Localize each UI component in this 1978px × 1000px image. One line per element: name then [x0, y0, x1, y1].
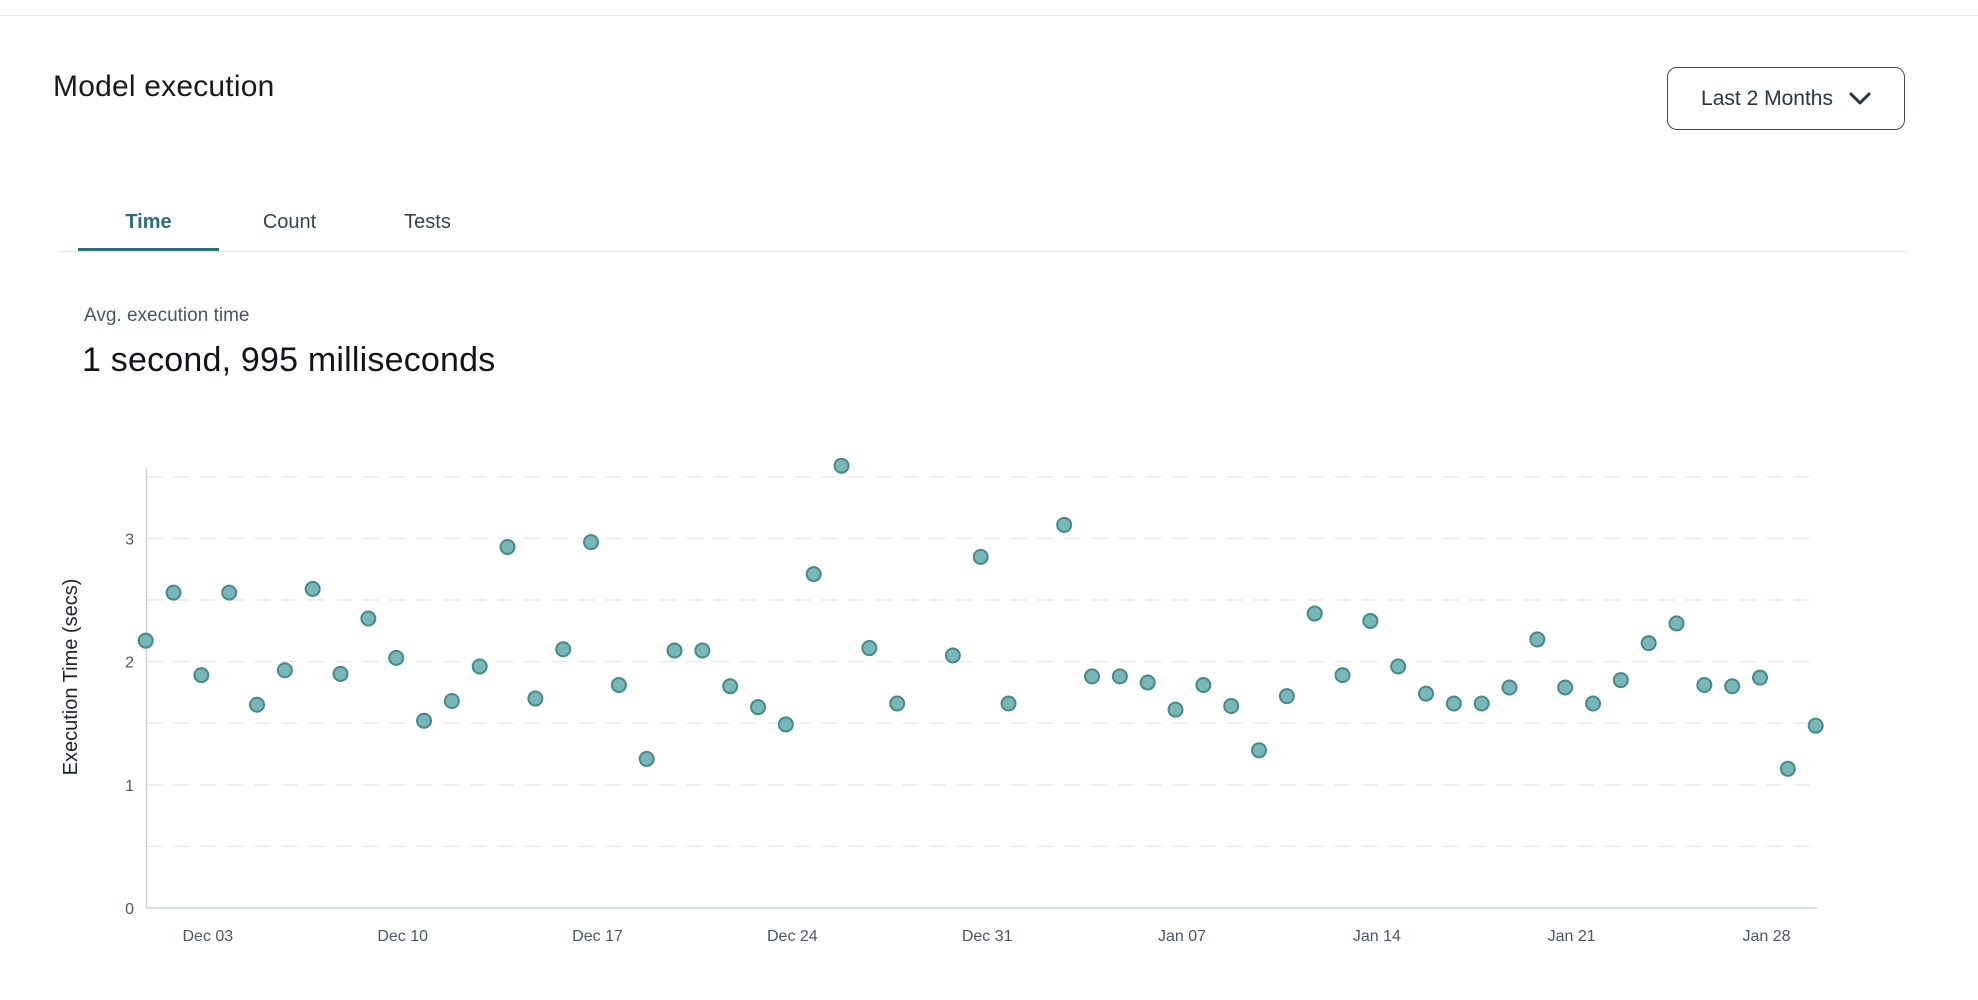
- x-tick-label: Dec 03: [183, 928, 234, 945]
- x-tick-label: Dec 24: [767, 928, 818, 945]
- data-point[interactable]: [1306, 605, 1323, 622]
- data-point[interactable]: [1390, 658, 1407, 675]
- data-point[interactable]: [1529, 631, 1546, 648]
- data-point[interactable]: [555, 641, 572, 658]
- data-point[interactable]: [610, 677, 627, 694]
- data-point[interactable]: [499, 539, 516, 556]
- data-point[interactable]: [276, 662, 293, 679]
- data-point[interactable]: [972, 548, 989, 565]
- data-point[interactable]: [443, 693, 460, 710]
- data-point[interactable]: [1084, 668, 1101, 685]
- chevron-down-icon: [1849, 92, 1871, 105]
- data-point[interactable]: [1251, 742, 1268, 759]
- data-point[interactable]: [694, 642, 711, 659]
- data-point[interactable]: [1473, 695, 1490, 712]
- data-point[interactable]: [889, 695, 906, 712]
- data-point[interactable]: [1640, 635, 1657, 652]
- data-point[interactable]: [861, 640, 878, 657]
- x-tick-label: Jan 07: [1158, 928, 1206, 945]
- data-point[interactable]: [777, 716, 794, 733]
- data-point[interactable]: [1445, 695, 1462, 712]
- data-point[interactable]: [416, 712, 433, 729]
- data-point[interactable]: [666, 642, 683, 659]
- x-tick-label: Jan 21: [1548, 928, 1596, 945]
- data-point[interactable]: [1334, 667, 1351, 684]
- data-point[interactable]: [1056, 516, 1073, 533]
- data-point[interactable]: [750, 699, 767, 716]
- data-point[interactable]: [583, 534, 600, 551]
- x-tick-label: Dec 31: [962, 928, 1013, 945]
- data-point[interactable]: [1139, 674, 1156, 691]
- tab-bar: Time Count Tests: [78, 196, 495, 248]
- data-point[interactable]: [332, 665, 349, 682]
- data-point[interactable]: [1612, 672, 1629, 689]
- active-tab-indicator: [78, 248, 219, 252]
- x-tick-label: Jan 28: [1742, 928, 1790, 945]
- data-point[interactable]: [1501, 679, 1518, 696]
- y-tick-label: 2: [125, 655, 134, 672]
- data-point[interactable]: [944, 647, 961, 664]
- data-point[interactable]: [1362, 612, 1379, 629]
- tab-tests[interactable]: Tests: [404, 210, 451, 233]
- data-point[interactable]: [1000, 695, 1017, 712]
- data-point[interactable]: [638, 750, 655, 767]
- y-tick-label: 0: [125, 901, 134, 918]
- data-point[interactable]: [1696, 677, 1713, 694]
- stat-label: Avg. execution time: [84, 305, 250, 326]
- data-point[interactable]: [527, 690, 544, 707]
- tab-time[interactable]: Time: [125, 210, 172, 233]
- data-point[interactable]: [1779, 760, 1796, 777]
- data-point[interactable]: [1111, 668, 1128, 685]
- y-axis-title: Execution Time (secs): [60, 579, 82, 776]
- x-tick-label: Dec 10: [377, 928, 428, 945]
- y-tick-label: 3: [125, 531, 134, 548]
- date-range-dropdown[interactable]: Last 2 Months: [1667, 67, 1905, 130]
- data-point[interactable]: [165, 584, 182, 601]
- tabs-divider: [60, 251, 1907, 252]
- data-point[interactable]: [1585, 695, 1602, 712]
- data-point[interactable]: [1807, 717, 1824, 734]
- data-point[interactable]: [471, 658, 488, 675]
- data-point[interactable]: [1278, 688, 1295, 705]
- data-point[interactable]: [221, 584, 238, 601]
- x-tick-label: Dec 17: [572, 928, 623, 945]
- data-point[interactable]: [1557, 679, 1574, 696]
- x-tick-label: Jan 14: [1353, 928, 1401, 945]
- data-point[interactable]: [193, 667, 210, 684]
- y-tick-label: 1: [125, 778, 134, 795]
- data-point[interactable]: [1724, 678, 1741, 695]
- page-title: Model execution: [53, 70, 275, 103]
- data-point[interactable]: [1195, 677, 1212, 694]
- data-point[interactable]: [1167, 701, 1184, 718]
- data-point[interactable]: [833, 457, 850, 474]
- data-point[interactable]: [1223, 697, 1240, 714]
- data-point[interactable]: [137, 632, 154, 649]
- data-point[interactable]: [249, 696, 266, 713]
- date-range-value: Last 2 Months: [1701, 86, 1833, 110]
- data-point[interactable]: [1752, 669, 1769, 686]
- data-point[interactable]: [304, 580, 321, 597]
- data-point[interactable]: [360, 610, 377, 627]
- stat-value: 1 second, 995 milliseconds: [82, 341, 496, 379]
- tab-count[interactable]: Count: [262, 210, 317, 233]
- data-point[interactable]: [805, 566, 822, 583]
- data-point[interactable]: [388, 649, 405, 666]
- top-divider: [0, 15, 1978, 16]
- data-point[interactable]: [722, 678, 739, 695]
- data-point[interactable]: [1668, 615, 1685, 632]
- data-point[interactable]: [1418, 685, 1435, 702]
